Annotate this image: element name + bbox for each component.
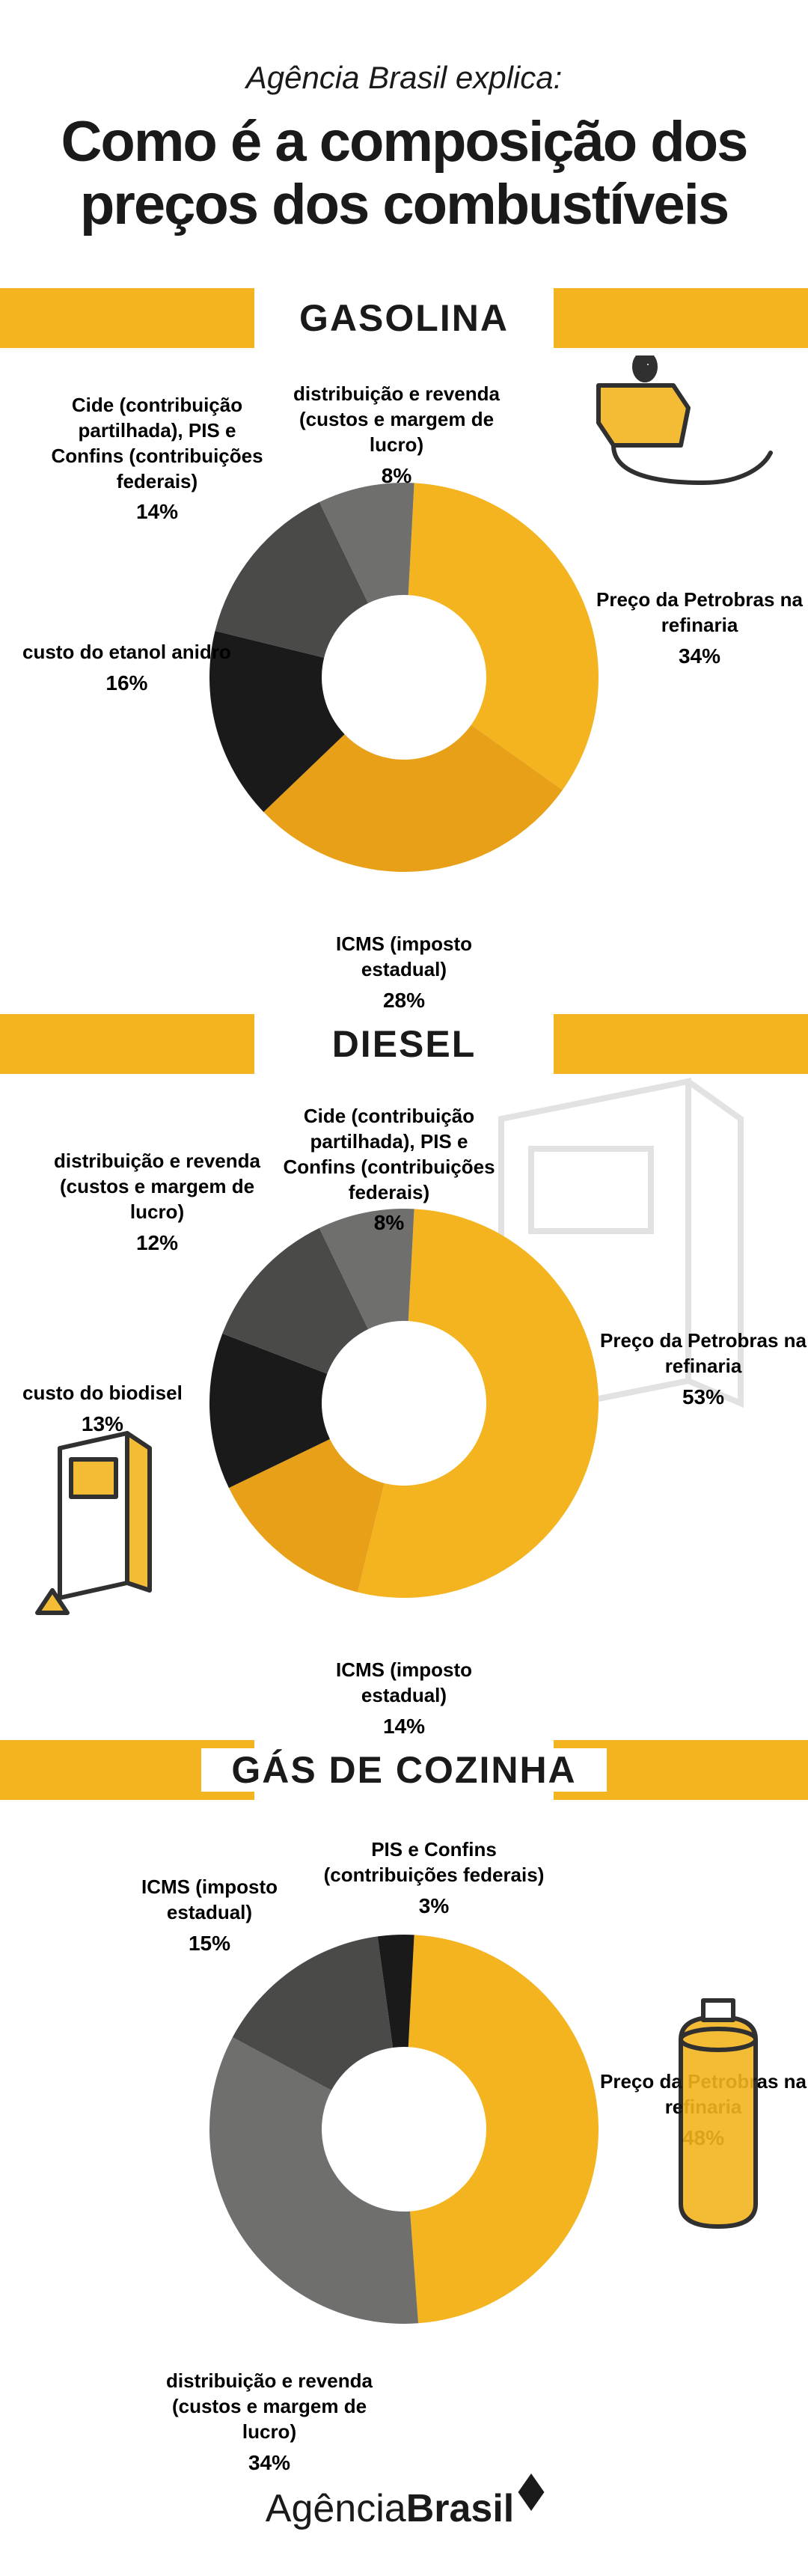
section-illustration — [15, 1418, 165, 1643]
slice-label: Cide (contribuição partilhada), PIS e Co… — [45, 393, 269, 526]
donut-slice — [408, 483, 599, 790]
slice-pct: 3% — [322, 1893, 546, 1920]
slice-label: PIS e Confins (contribuições federais) 3% — [322, 1837, 546, 1920]
header: Agência Brasil explica: Como é a composiç… — [0, 0, 808, 266]
section-ribbon: GÁS DE COZINHA — [0, 1740, 808, 1800]
slice-pct: 14% — [292, 1713, 516, 1740]
slice-label-text: distribuição e revenda (custos e margem … — [54, 1150, 260, 1223]
section-illustration — [569, 355, 778, 505]
slice-label-text: ICMS (imposto estadual) — [141, 1875, 278, 1923]
slice-pct: 8% — [284, 463, 509, 489]
donut-chart — [195, 1194, 613, 1613]
donut-chart — [195, 1920, 613, 2339]
section-ribbon: DIESEL — [0, 1014, 808, 1074]
section-ribbon: GASOLINA — [0, 288, 808, 348]
slice-label: Cide (contribuição partilhada), PIS e Co… — [277, 1104, 501, 1237]
slice-label: distribuição e revenda (custos e margem … — [284, 382, 509, 489]
slice-label: custo do etanol anidro 16% — [22, 640, 231, 697]
slice-pct: 12% — [45, 1230, 269, 1257]
fuel-pump-icon — [15, 1418, 165, 1643]
donut-wrap — [195, 468, 613, 887]
slice-pct: 15% — [97, 1930, 322, 1957]
footer-brand-light: Agência — [266, 2487, 406, 2530]
footer-brand-bold: Brasil — [406, 2487, 515, 2530]
gas-cylinder-icon — [651, 1994, 786, 2249]
slice-label-text: distribuição e revenda (custos e margem … — [293, 382, 500, 456]
slice-label: Preço da Petrobras na refinaria 53% — [599, 1328, 808, 1411]
header-subtitle: Agência Brasil explica: — [30, 60, 778, 96]
header-title: Como é a composição dos preços dos combu… — [30, 111, 778, 236]
chart-section: Preço da Petrobras na refinaria 34% ICMS (… — [0, 378, 808, 992]
slice-label-text: distribuição e revenda (custos e margem … — [166, 2369, 373, 2443]
section-title: GASOLINA — [269, 296, 539, 340]
slice-label-text: PIS e Confins (contribuições federais) — [324, 1838, 545, 1886]
slice-label-text: Cide (contribuição partilhada), PIS e Co… — [283, 1105, 495, 1203]
donut-wrap — [195, 1920, 613, 2339]
chart-section: Preço da Petrobras na refinaria48%distri… — [0, 1830, 808, 2444]
chart-section: Preço da Petrobras na refinaria 53% ICMS (… — [0, 1104, 808, 1718]
slice-label-text: ICMS (imposto estadual) — [336, 933, 472, 980]
donut-slice — [408, 1935, 599, 2324]
fuel-nozzle-icon — [569, 355, 778, 505]
slice-pct: 14% — [45, 498, 269, 525]
slice-pct: 53% — [599, 1384, 808, 1411]
section-title: DIESEL — [302, 1022, 506, 1066]
slice-label-text: ICMS (imposto estadual) — [336, 1658, 472, 1706]
slice-pct: 34% — [591, 643, 808, 670]
slice-pct: 8% — [277, 1209, 501, 1236]
slice-label-text: Cide (contribuição partilhada), PIS e Co… — [51, 394, 263, 492]
footer-diamond-icon — [518, 2473, 545, 2511]
section-illustration — [651, 1994, 786, 2249]
slice-pct: 28% — [292, 987, 516, 1014]
slice-label: distribuição e revenda (custos e margem … — [45, 1149, 269, 1257]
slice-pct: 34% — [157, 2450, 382, 2476]
footer: AgênciaBrasil — [0, 2444, 808, 2576]
donut-wrap — [195, 1194, 613, 1613]
slice-label: Preço da Petrobras na refinaria 34% — [591, 587, 808, 670]
slice-label-text: Preço da Petrobras na refinaria — [596, 588, 803, 636]
slice-label: ICMS (imposto estadual) 15% — [97, 1875, 322, 1957]
slice-label: ICMS (imposto estadual) 14% — [292, 1658, 516, 1740]
slice-label: distribuição e revenda (custos e margem … — [157, 2369, 382, 2476]
slice-pct: 16% — [22, 670, 231, 697]
slice-label-text: custo do biodisel — [22, 1382, 183, 1404]
slice-label-text: custo do etanol anidro — [22, 641, 231, 663]
slice-label: ICMS (imposto estadual) 28% — [292, 932, 516, 1014]
donut-chart — [195, 468, 613, 887]
section-title: GÁS DE COZINHA — [201, 1748, 606, 1792]
slice-label-text: Preço da Petrobras na refinaria — [600, 1329, 807, 1377]
